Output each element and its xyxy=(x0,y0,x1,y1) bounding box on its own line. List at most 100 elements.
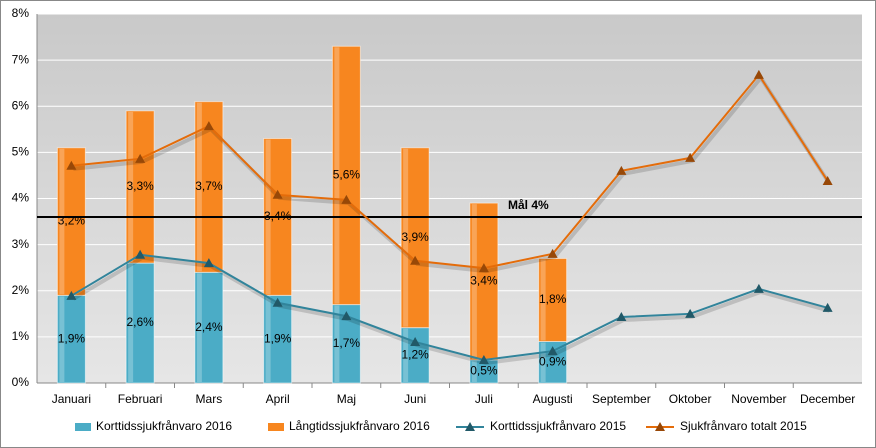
line-shadow xyxy=(73,74,832,274)
legend-label: Långtidssjukfrånvaro 2016 xyxy=(289,419,430,433)
line-marker xyxy=(616,312,627,322)
value-label: 3,9% xyxy=(401,230,429,244)
y-tick-label: 1% xyxy=(12,329,30,343)
line-marker xyxy=(341,311,352,321)
value-label: 3,2% xyxy=(58,214,86,228)
y-tick-label: 4% xyxy=(12,191,30,205)
value-label: 1,9% xyxy=(264,331,292,345)
bar xyxy=(194,271,224,384)
x-tick-label: November xyxy=(731,392,786,406)
line-shadow xyxy=(72,255,831,365)
line-marker xyxy=(272,189,283,199)
value-label: 1,7% xyxy=(333,336,361,350)
legend-label: Sjukfrånvaro totalt 2015 xyxy=(680,419,807,433)
bar-highlight xyxy=(334,47,340,304)
bar xyxy=(538,257,568,342)
line-marker xyxy=(685,308,696,318)
x-tick-label: Januari xyxy=(52,392,91,406)
value-label: 3,7% xyxy=(195,179,223,193)
line-marker xyxy=(478,263,489,273)
line-marker xyxy=(203,258,214,268)
line xyxy=(71,73,829,270)
bar-highlight xyxy=(540,259,546,341)
bar-highlight xyxy=(403,328,409,382)
bar xyxy=(400,147,430,329)
y-tick-label: 5% xyxy=(12,145,30,159)
bar xyxy=(331,45,361,306)
line-marker xyxy=(135,249,146,259)
line-marker xyxy=(822,302,833,312)
x-tick-label: April xyxy=(266,392,290,406)
line-marker xyxy=(341,194,352,204)
value-label: 3,3% xyxy=(126,179,154,193)
value-label: 1,9% xyxy=(58,331,86,345)
x-tick-label: Februari xyxy=(118,392,163,406)
bar-highlight xyxy=(59,296,65,382)
line-marker xyxy=(410,336,421,346)
line-marker xyxy=(547,248,558,258)
y-tick-label: 7% xyxy=(12,52,30,66)
bar xyxy=(56,294,86,384)
value-label: 3,4% xyxy=(264,209,292,223)
bar-highlight xyxy=(471,360,477,382)
bar xyxy=(263,294,293,384)
x-tick-label: Mars xyxy=(196,392,223,406)
value-label: 1,2% xyxy=(401,347,429,361)
value-label: 3,4% xyxy=(470,274,498,288)
bar-highlight xyxy=(334,305,340,382)
value-label: 0,5% xyxy=(470,364,498,378)
value-label: 1,8% xyxy=(539,292,567,306)
legend-swatch xyxy=(268,423,284,431)
line-marker xyxy=(753,69,764,79)
x-tick-label: Augusti xyxy=(533,392,573,406)
x-tick-label: Maj xyxy=(337,392,356,406)
legend-marker xyxy=(465,422,475,431)
bar xyxy=(125,110,155,264)
bar-highlight xyxy=(265,296,271,382)
line-marker xyxy=(66,160,77,170)
line xyxy=(70,253,828,361)
line-marker xyxy=(203,121,214,131)
bar-highlight xyxy=(471,204,477,359)
target-annotation: Mål 4% xyxy=(508,198,549,212)
legend-label: Korttidssjukfrånvaro 2016 xyxy=(96,419,232,433)
legend-marker xyxy=(655,422,665,431)
y-tick-label: 6% xyxy=(12,98,30,112)
x-tick-label: Juni xyxy=(404,392,426,406)
bar-highlight xyxy=(403,148,409,327)
line-marker xyxy=(822,175,833,185)
line-marker xyxy=(410,255,421,265)
line-marker xyxy=(547,346,558,356)
x-tick-label: Oktober xyxy=(669,392,712,406)
legend-swatch xyxy=(75,423,91,431)
x-tick-label: Juli xyxy=(475,392,493,406)
y-tick-label: 2% xyxy=(12,283,30,297)
line-marker xyxy=(135,153,146,163)
bar-highlight xyxy=(196,102,202,272)
line-marker xyxy=(66,290,77,300)
bar-highlight xyxy=(540,342,546,382)
bar-highlight xyxy=(59,148,65,295)
y-tick-label: 8% xyxy=(12,6,30,20)
x-tick-label: December xyxy=(800,392,855,406)
bar-highlight xyxy=(128,111,134,263)
value-label: 0,9% xyxy=(539,354,567,368)
bar xyxy=(469,202,499,361)
x-tick-label: September xyxy=(592,392,651,406)
line-marker xyxy=(272,297,283,307)
value-label: 2,4% xyxy=(195,320,223,334)
y-tick-label: 3% xyxy=(12,237,30,251)
line-marker xyxy=(616,165,627,175)
line-marker xyxy=(685,152,696,162)
bar-highlight xyxy=(128,264,134,382)
bar xyxy=(400,327,430,384)
y-tick-label: 0% xyxy=(12,375,30,389)
legend-label: Korttidssjukfrånvaro 2015 xyxy=(490,419,626,433)
bar-highlight xyxy=(196,273,202,382)
bar xyxy=(56,147,86,296)
value-label: 2,6% xyxy=(126,315,154,329)
line-marker xyxy=(753,283,764,293)
value-label: 5,6% xyxy=(333,168,361,182)
line-marker xyxy=(478,354,489,364)
